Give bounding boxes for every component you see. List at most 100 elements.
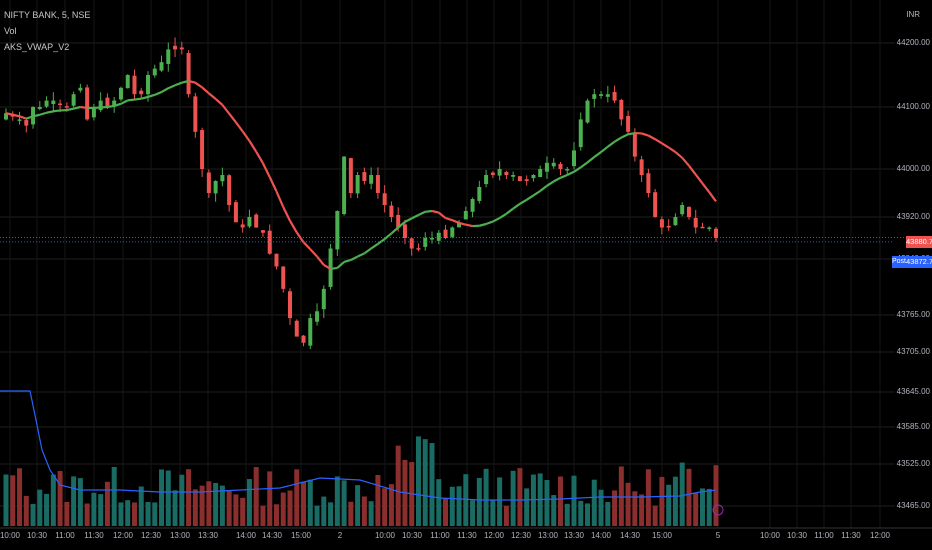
volume-bar [355, 485, 361, 526]
volume-bar [44, 493, 50, 526]
vwap-segment [566, 170, 575, 176]
vwap-segment [620, 133, 629, 139]
candle-body [125, 75, 130, 89]
candle-body [64, 106, 69, 108]
volume-bar [287, 490, 293, 526]
time-tick-label: 10:00 [374, 531, 396, 540]
vwap-segment [73, 105, 81, 110]
volume-bar [50, 474, 56, 526]
vwap-segment [425, 209, 433, 213]
candle-body [632, 133, 637, 157]
candle-body [355, 175, 360, 194]
volume-bar [213, 482, 219, 526]
volume-bar [375, 474, 381, 526]
volume-bar [672, 476, 678, 526]
volume-bar [240, 497, 246, 526]
candle-body [288, 291, 292, 319]
vwap-segment [194, 81, 203, 89]
vwap-segment [580, 161, 589, 169]
volume-bar [77, 478, 83, 526]
volume-bar [415, 436, 421, 526]
vwap-segment [25, 115, 34, 120]
vwap-segment [302, 241, 312, 250]
vwap-segment [519, 198, 528, 205]
volume-bar [273, 504, 279, 526]
candle-body [700, 226, 705, 229]
candle-body [470, 199, 475, 212]
volume-bar [111, 467, 117, 526]
vwap-segment [350, 255, 359, 261]
volume-bar [64, 501, 70, 526]
candle-body [17, 119, 22, 121]
volume-bar [260, 505, 266, 526]
time-tick-label: 11:00 [55, 531, 75, 540]
vwap-segment [546, 180, 555, 187]
vwap-segment [289, 220, 298, 233]
volume-bar [37, 489, 43, 526]
volume-bar [470, 500, 476, 526]
candle-body [301, 335, 306, 343]
indicator-legend[interactable]: AKS_VWAP_V2 [4, 42, 70, 52]
vol-legend[interactable]: Vol [4, 26, 17, 36]
volume-bar [679, 462, 685, 526]
vwap-segment [451, 219, 460, 224]
vwap-segment [688, 165, 697, 176]
volume-bar [483, 468, 489, 526]
volume-bar [206, 481, 212, 526]
volume-bar [598, 489, 604, 526]
vwap-segment [499, 212, 507, 219]
candle-body [51, 100, 56, 105]
volume-bar [321, 496, 327, 526]
vwap-segment [241, 130, 251, 142]
volume-bar [666, 484, 672, 526]
vwap-segment [397, 221, 406, 229]
time-tick-label: 12:00 [483, 531, 505, 540]
time-tick-label: 14:00 [235, 531, 257, 540]
vwap-segment [600, 145, 609, 153]
time-tick-label: 15:00 [290, 531, 312, 540]
vwap-segment [330, 266, 338, 271]
time-tick-label: 10:30 [401, 531, 423, 540]
time-tick-label: 13:30 [197, 531, 219, 540]
candle-body [206, 172, 211, 193]
candle-body [71, 94, 76, 106]
volume-bar [152, 502, 158, 526]
time-tick-label: 13:00 [169, 531, 191, 540]
vwap-segment [32, 113, 41, 118]
volume-bar [463, 474, 469, 526]
volume-bar [267, 471, 273, 526]
volume-bar [294, 469, 300, 526]
event-marker-icon [712, 504, 724, 516]
price-tick-label: 43465.00 [896, 501, 930, 510]
time-tick-label: 11:30 [841, 531, 861, 540]
candle-body [186, 53, 191, 95]
volume-bar [699, 488, 705, 526]
volume-bar [57, 471, 63, 526]
vwap-segment [208, 92, 217, 100]
vwap-segment [201, 86, 210, 95]
candle-body [213, 181, 218, 194]
symbol-legend[interactable]: NIFTY BANK, 5, NSE [4, 10, 91, 20]
vwap-segment [479, 222, 487, 227]
candle-body [37, 107, 42, 109]
vwap-segment [19, 115, 27, 120]
vwap-segment [174, 81, 183, 87]
vwap-segment [363, 247, 372, 255]
post-tag: Post [892, 256, 906, 268]
candle-body [375, 175, 380, 193]
time-tick-label: 12:30 [140, 531, 162, 540]
volume-bar [422, 439, 428, 526]
vwap-segment [140, 95, 149, 100]
volume-bar [219, 485, 225, 526]
time-tick-label: 13:30 [563, 531, 585, 540]
last-price-badge: 43880.75 [906, 236, 932, 248]
volume-bar [10, 475, 16, 526]
volume-bar [199, 485, 205, 526]
candle-body [247, 217, 252, 227]
candle-body [118, 87, 123, 100]
vwap-segment [282, 206, 291, 222]
vwap-segment [53, 109, 61, 113]
vwap-segment [188, 79, 196, 84]
vwap-segment [505, 207, 514, 215]
